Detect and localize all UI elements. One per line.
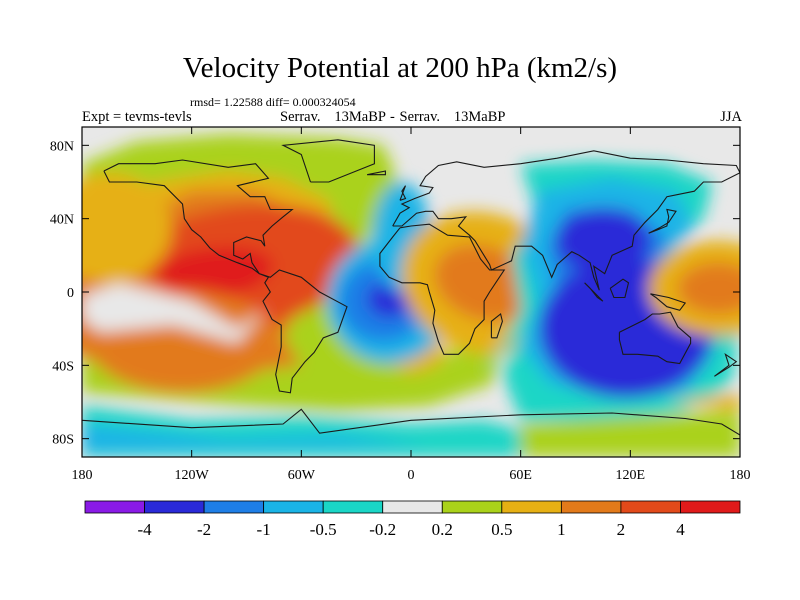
colorbar-bin: [680, 500, 741, 514]
positive-field-africa-core: [434, 244, 534, 322]
colorbar-label: 0.5: [491, 520, 512, 539]
season-label: JJA: [720, 109, 742, 125]
coastlines: [82, 139, 740, 436]
positive-band-south-east: [520, 411, 740, 457]
colorbar-label: -0.2: [369, 520, 396, 539]
y-tick-label: 40S: [52, 359, 74, 374]
y-tick-label: 0: [67, 286, 74, 301]
coastline-segment: [584, 282, 604, 302]
x-tick-label: 180: [730, 468, 751, 483]
colorbar-label: -4: [137, 520, 152, 539]
y-tick-label: 40N: [50, 213, 74, 228]
stats-label: rmsd= 1.22588 diff= 0.000324054: [190, 95, 356, 109]
coastline-segment: [281, 139, 375, 183]
positive-field-pacific-core: [677, 262, 740, 314]
contour-field: [82, 134, 740, 457]
coastline-segment: [379, 223, 506, 355]
colorbar-bin: [560, 500, 622, 514]
colorbar-label: -1: [257, 520, 271, 539]
colorbar-bin: [144, 500, 205, 514]
colorbar-label: -2: [197, 520, 211, 539]
x-tick-label: 120W: [175, 468, 210, 483]
y-tick-label: 80S: [52, 433, 74, 448]
colorbar-bin: [322, 500, 384, 514]
negative-field-asia-core: [555, 207, 651, 274]
coastline-segment: [82, 408, 740, 436]
map-axes: 180 120W 60W 0 60E 120E 180 80N 40N 0 40S 80S: [50, 127, 751, 483]
x-tick-label: 60W: [288, 468, 316, 483]
colorbar-bin: [84, 500, 145, 514]
coastline-segment: [648, 208, 677, 234]
neutral-band: [82, 282, 265, 344]
coastline-segment: [392, 150, 740, 291]
colorbar-label: 1: [557, 520, 566, 539]
colorbar-bin: [501, 500, 562, 514]
chart-title: Velocity Potential at 200 hPa (km2/s): [182, 52, 618, 84]
coastline-segment: [366, 170, 386, 176]
colorbar-bin: [203, 500, 265, 514]
x-tick-label: 180: [72, 468, 93, 483]
colorbar-bin: [441, 500, 503, 514]
colorbar-bin: [382, 500, 443, 514]
x-tick-label: 60E: [509, 468, 532, 483]
colorbar-label: 4: [676, 520, 685, 539]
coastline-segment: [618, 311, 692, 365]
coastline-segment: [714, 352, 738, 377]
experiment-label: Expt = tevms-tevls: [82, 109, 192, 125]
colorbar-label: -0.5: [310, 520, 337, 539]
coastline-segment: [103, 159, 348, 394]
x-tick-label: 120E: [616, 468, 646, 483]
colorbar-label: 2: [617, 520, 626, 539]
coastline-segment: [399, 185, 407, 201]
positive-field-0.5-nw: [82, 172, 172, 283]
comparison-label: Serrav. 13MaBP - Serrav. 13MaBP: [280, 109, 506, 125]
colorbar-bin: [620, 500, 681, 514]
coastline-segment: [490, 313, 503, 339]
x-tick-label: 0: [408, 468, 415, 483]
positive-field-4: [146, 246, 274, 301]
colorbar-bin: [263, 500, 324, 514]
coastline-segment: [609, 278, 630, 299]
positive-band-south-east-2: [666, 392, 740, 412]
colorbar-label: 0.2: [432, 520, 453, 539]
negative-band-south-inner: [82, 424, 430, 454]
y-tick-label: 80N: [50, 139, 74, 154]
coastline-segment: [650, 293, 687, 311]
